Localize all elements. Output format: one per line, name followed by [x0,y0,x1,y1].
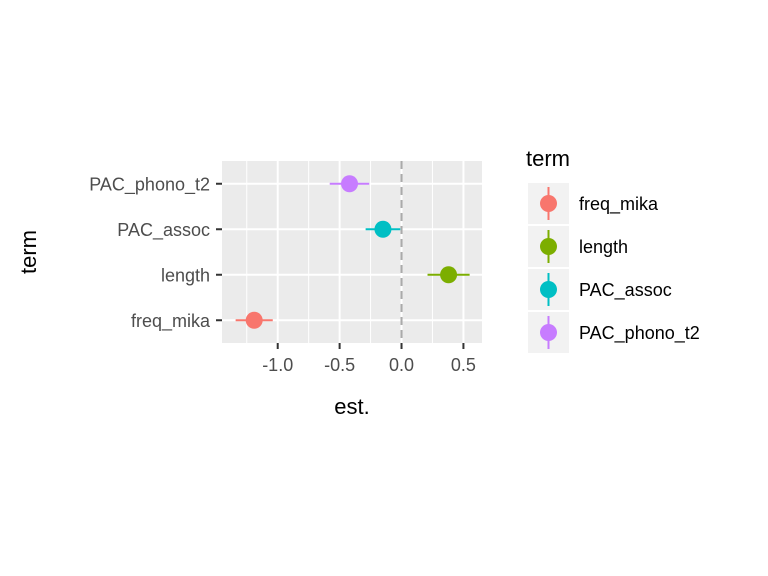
y-tick-label: length [161,265,210,285]
point-length [440,266,458,284]
point-PAC_phono_t2 [341,175,359,193]
x-axis: -1.0 -0.5 0.0 0.5 [262,343,476,375]
x-tick-label: 0.0 [389,355,414,375]
y-tick-label: freq_mika [131,311,211,332]
x-tick-label: -0.5 [324,355,355,375]
y-axis: freq_mika length PAC_assoc PAC_phono_t2 [89,174,222,332]
x-tick-label: 0.5 [451,355,476,375]
legend-key-point [540,281,557,298]
legend-key-point [540,238,557,255]
y-axis-title: term [16,230,41,274]
legend-label: PAC_assoc [579,280,672,301]
minor-grid [246,161,433,343]
legend-label: PAC_phono_t2 [579,323,700,344]
y-tick-label: PAC_assoc [117,220,210,241]
point-range-marks [235,175,470,329]
legend-label: length [579,237,628,257]
x-tick-label: -1.0 [262,355,293,375]
point-freq_mika [245,311,263,329]
x-axis-title: est. [334,394,369,419]
legend-key-point [540,324,557,341]
point-PAC_assoc [374,220,392,238]
legend-title: term [526,146,570,171]
legend-label: freq_mika [579,194,659,215]
legend-key-point [540,195,557,212]
y-tick-label: PAC_phono_t2 [89,174,210,195]
